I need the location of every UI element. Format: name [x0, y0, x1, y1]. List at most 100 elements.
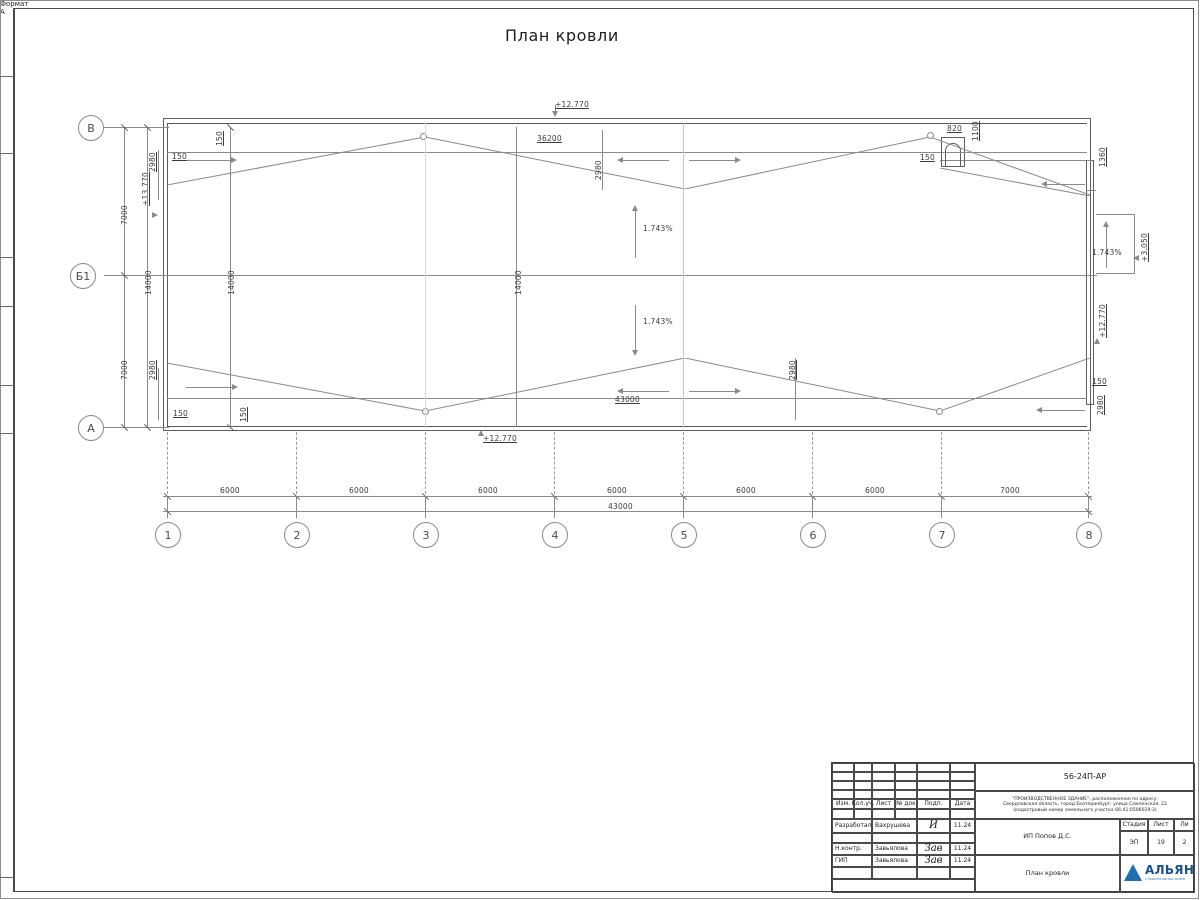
rev-blank-r5c0 [832, 809, 854, 819]
role-tail-5 [832, 879, 975, 893]
fold-top-right-of-peak [425, 137, 685, 189]
roof-outline-main [163, 118, 1091, 431]
annex-elev-box-l [1134, 214, 1135, 274]
role-0-sign: И [917, 819, 950, 833]
rev-header-podp: Подп. [917, 799, 950, 809]
dim-ext-2980-botmid [795, 358, 796, 420]
fold-top-left [167, 137, 425, 185]
object-description: "ПРОИЗВОДСТВЕННОЕ ЗДАНИЕ", расположенное… [975, 791, 1195, 819]
dim-bay-3-4: 6000 [478, 486, 498, 495]
dim-ext-2980-bot [158, 368, 159, 420]
dim-2980-bot-right: 2980 [1096, 395, 1105, 415]
fold-annex [940, 168, 1090, 196]
drain-arrow-bot-mid-r-line [689, 391, 737, 392]
dim-bay-7-8: 7000 [1000, 486, 1020, 495]
fold-bottom-right-end [940, 358, 1090, 411]
slope-label-top: 1.743% [643, 224, 673, 233]
role-tail-1 [832, 867, 872, 879]
role-0-label: Разработал [832, 819, 872, 833]
gridline-B1-horizontal [150, 275, 1097, 276]
rev-grid-r3c0 [832, 790, 854, 799]
drain-arrow-bot-right-line [1040, 410, 1085, 411]
format-label: Формат [0, 0, 29, 8]
rev-grid-r0c1 [854, 763, 872, 772]
annex-elev-box-b [1096, 273, 1135, 274]
axis-circle-2: 2 [284, 522, 310, 548]
drain-point-bottom-right [936, 408, 943, 415]
dim-bay-5-6: 6000 [736, 486, 756, 495]
dim-150-near-hatch: 150 [920, 153, 935, 162]
role-2-name: Завьялова [872, 855, 917, 867]
rev-blank-r5c3 [895, 809, 917, 819]
role-1-label: Н.контр. [832, 843, 872, 855]
role-0-date: 11.24 [950, 819, 975, 833]
company-name: АЛЬЯН [1145, 863, 1195, 877]
elev-label-bottom: +12.770 [483, 434, 517, 443]
sheet-header: Лист [1148, 819, 1174, 831]
dim-36200: 36200 [537, 134, 562, 143]
drain-point-top-right [927, 132, 934, 139]
side-stamp-column [0, 8, 14, 892]
stage-header: Стадия [1120, 819, 1148, 831]
slope-label-annex: 1.743% [1092, 248, 1122, 257]
fold-bottom-left [167, 363, 425, 411]
rev-grid-r2c2 [872, 781, 895, 790]
slope-arrow-annex-line [1106, 226, 1107, 268]
axis-circle-5: 5 [671, 522, 697, 548]
drain-arrow-bot-left-line [186, 387, 234, 388]
slope-arrow-bottom-head [632, 350, 638, 356]
dim-chain-bottom-1 [163, 496, 1092, 497]
dim-150-top-left: 150 [172, 152, 187, 161]
roof-band-top [167, 152, 1087, 153]
drain-arrow-top-mid-r-line [689, 160, 737, 161]
logo-triangle-icon [1124, 863, 1142, 881]
axis-circle-B: В [78, 115, 104, 141]
grid-dash-5 [683, 432, 684, 494]
role-2-label: ГИП [832, 855, 872, 867]
dim-150-bot-right: 150 [1092, 377, 1107, 386]
role-1-date: 11.24 [950, 843, 975, 855]
role-1-name: Завьялова [872, 843, 917, 855]
slope-label-bottom: 1.743% [643, 317, 673, 326]
slope-arrow-top-line [635, 210, 636, 258]
dim-chain-left-inner2 [230, 127, 231, 427]
drain-arrow-top-left-line [185, 160, 233, 161]
stage-value: ЭП [1120, 831, 1148, 855]
axis-circle-A: А [78, 415, 104, 441]
rev-grid-r1c1 [854, 772, 872, 781]
sheets-header: Ли [1174, 819, 1195, 831]
drain-point-top [420, 133, 427, 140]
dim-chain-left-inner3 [516, 127, 517, 427]
axis-circle-7: 7 [929, 522, 955, 548]
grid-dash-4 [554, 432, 555, 494]
dim-chain-bottom-2 [163, 511, 1092, 512]
company-subtitle: строительная комп [1145, 877, 1186, 881]
format-value: А [0, 8, 5, 16]
rev-grid-r3c1 [854, 790, 872, 799]
rev-grid-r2c4 [917, 781, 950, 790]
axis-stem-2 [296, 496, 297, 518]
role-2-sign: Зав [917, 855, 950, 867]
axis-circle-4: 4 [542, 522, 568, 548]
axis-circle-3: 3 [413, 522, 439, 548]
axis-stem-1 [167, 496, 168, 518]
role-gap-row [832, 833, 872, 843]
rev-grid-r1c0 [832, 772, 854, 781]
rev-header-ndok: № док [895, 799, 917, 809]
rev-blank-r5c2 [872, 809, 895, 819]
rev-header-data: Дата [950, 799, 975, 809]
roof-hatch-arch [945, 143, 961, 166]
axis-circle-8: 8 [1076, 522, 1102, 548]
rev-grid-r3c4 [917, 790, 950, 799]
elev-mark-right-arrow [1094, 338, 1100, 344]
elev-mark-annex-arrow [1133, 255, 1139, 261]
drain-arrow-annex-head [1041, 181, 1047, 187]
grid-dash-6 [812, 432, 813, 494]
fold-bottom-right-of-valley [425, 358, 685, 411]
dim-ext-2980-topmid [602, 130, 603, 190]
axis-circle-1: 1 [155, 522, 181, 548]
roof-band-bottom [167, 398, 1087, 399]
rev-header-kol: Кол.уч. [852, 799, 874, 809]
dim-left-14000: 14000 [144, 270, 153, 295]
